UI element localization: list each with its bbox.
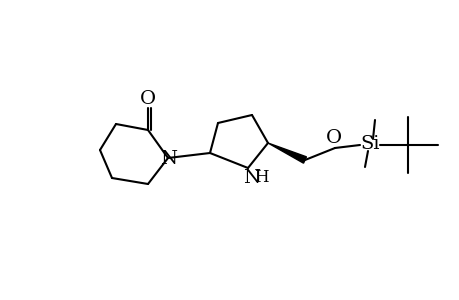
- Text: N: N: [160, 150, 177, 168]
- Text: H: H: [253, 169, 268, 187]
- Text: N: N: [243, 169, 260, 187]
- Text: O: O: [140, 90, 156, 108]
- Polygon shape: [268, 143, 306, 163]
- Text: Si: Si: [359, 135, 379, 153]
- Text: O: O: [325, 129, 341, 147]
